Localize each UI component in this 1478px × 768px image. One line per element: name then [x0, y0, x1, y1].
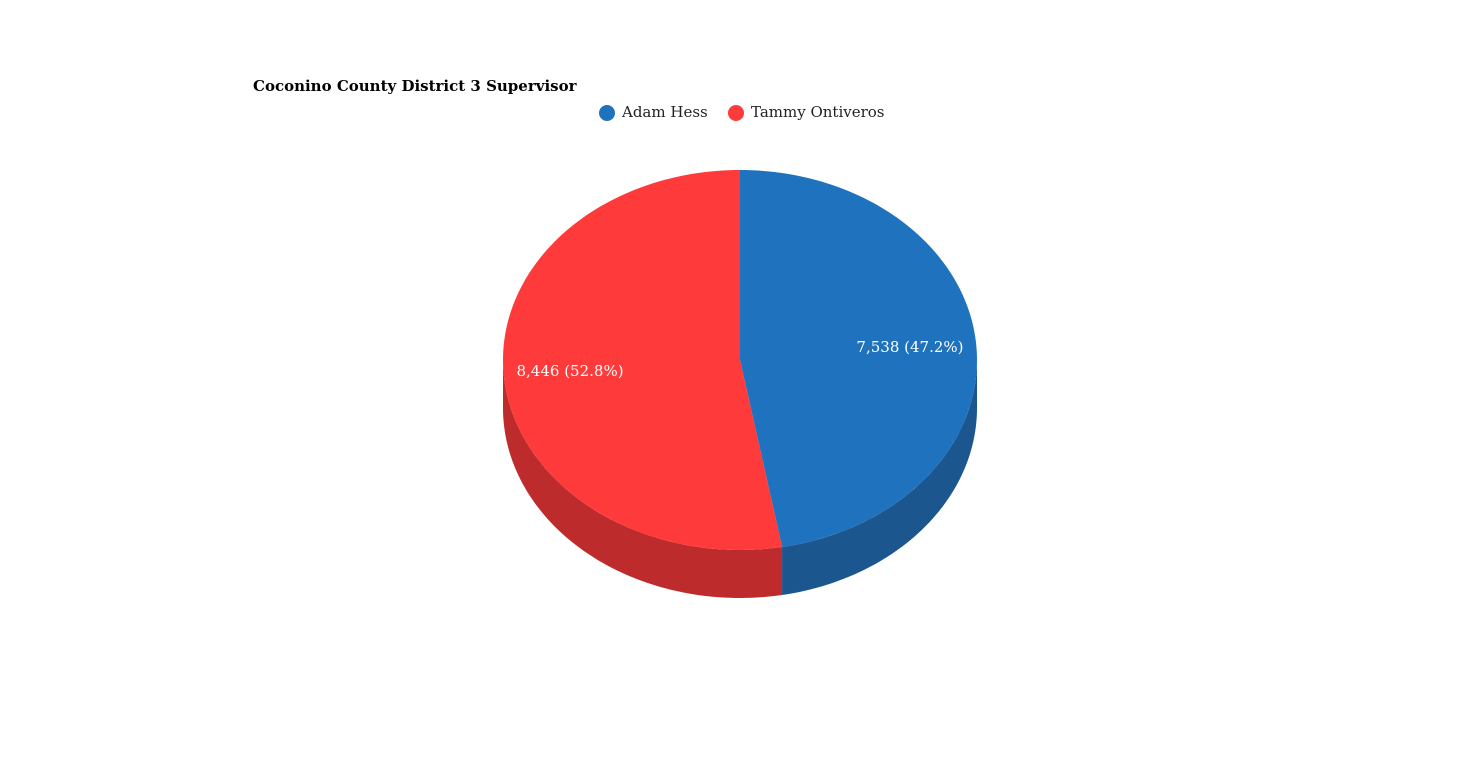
slice: [740, 170, 977, 547]
slice-side: [503, 360, 783, 598]
legend-label[interactable]: Adam Hess: [621, 103, 708, 121]
data-label: 8,446 (52.8%): [516, 362, 623, 380]
legend-marker[interactable]: [599, 105, 615, 121]
legend-marker[interactable]: [728, 105, 744, 121]
slice-side: [782, 360, 977, 595]
chart-title: Coconino County District 3 Supervisor: [253, 77, 578, 95]
legend-label[interactable]: Tammy Ontiveros: [751, 103, 885, 121]
slice: [503, 170, 783, 550]
data-label: 7,538 (47.2%): [856, 338, 963, 356]
